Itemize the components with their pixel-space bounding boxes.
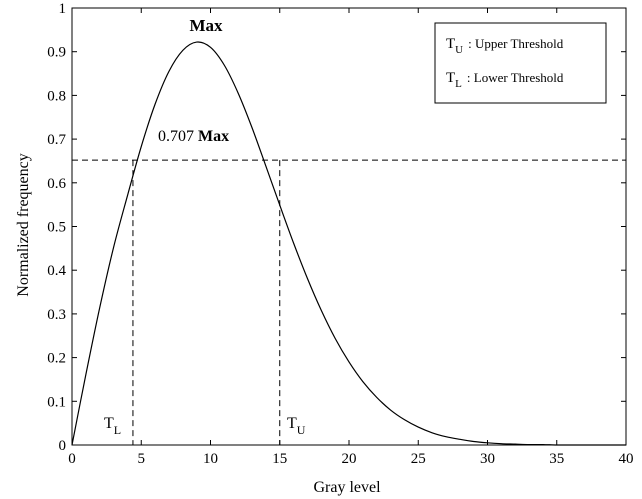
y-tick-label: 0.9 — [47, 45, 66, 61]
tl-marker-label-sub: L — [114, 423, 121, 437]
max-label: Max — [189, 16, 223, 35]
threshold-label-max: Max — [198, 128, 229, 145]
x-tick-label: 10 — [203, 451, 218, 467]
threshold-label-value: 0.707 — [158, 128, 198, 145]
y-tick-label: 0 — [59, 438, 67, 454]
x-tick-label: 0 — [68, 451, 76, 467]
y-axis-title: Normalized frequency — [15, 153, 32, 296]
threshold-lines — [72, 159, 626, 445]
legend-entry-sub: U — [455, 44, 463, 56]
legend-entry: TU : Upper Threshold — [446, 36, 564, 56]
x-axis-title: Gray level — [313, 479, 381, 496]
y-tick-label: 0.1 — [47, 394, 66, 410]
x-tick-label: 35 — [549, 451, 564, 467]
legend-box — [434, 22, 607, 104]
y-tick-label: 0.7 — [47, 132, 66, 148]
series-line — [71, 41, 626, 446]
x-tick-label: 5 — [138, 451, 146, 467]
y-tick-label: 0.2 — [47, 351, 66, 367]
tu-marker-label-symbol: T — [287, 415, 297, 432]
y-tick-label: 0.3 — [47, 307, 66, 323]
x-tick-label: 15 — [272, 451, 287, 467]
tl-marker-label-symbol: T — [104, 415, 114, 432]
y-tick-label: 1 — [59, 1, 67, 17]
y-tick-label: 0.5 — [47, 220, 66, 236]
legend-entry-symbol: T — [446, 36, 455, 52]
x-tick-label: 30 — [480, 451, 495, 467]
x-tick-label: 25 — [411, 451, 426, 467]
legend-entry-symbol: T — [446, 70, 455, 86]
legend-entry-text: : Upper Threshold — [468, 36, 564, 51]
threshold-label: 0.707 Max — [158, 128, 229, 145]
tl-marker-label: TL — [104, 415, 121, 437]
legend-entry-sub: L — [455, 78, 462, 90]
y-tick-label: 0.6 — [47, 176, 66, 192]
tu-marker-label: TU — [287, 415, 306, 437]
x-tick-label: 20 — [342, 451, 357, 467]
legend-entry: TL : Lower Threshold — [446, 70, 564, 90]
x-tick-label: 40 — [619, 451, 634, 467]
y-tick-label: 0.8 — [47, 88, 66, 104]
legend-entry-text: : Lower Threshold — [467, 70, 564, 85]
tu-marker-label-sub: U — [297, 423, 306, 437]
axis-ticks: 0 5 10 15 20 25 30 35 40 0 0.1 0.2 0.3 0.4 0.5 0.6 0.7 0.… — [47, 1, 633, 467]
y-tick-label: 0.4 — [47, 263, 66, 279]
